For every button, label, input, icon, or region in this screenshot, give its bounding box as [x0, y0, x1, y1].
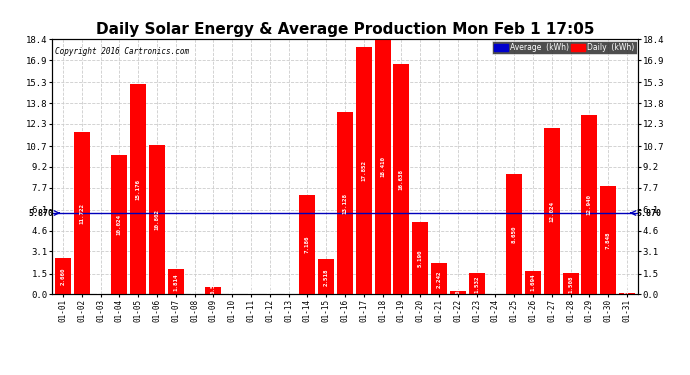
Legend: Average  (kWh), Daily  (kWh): Average (kWh), Daily (kWh) [491, 41, 637, 54]
Bar [74, 132, 90, 294]
Text: 13.128: 13.128 [342, 193, 348, 214]
Text: 12.024: 12.024 [549, 201, 554, 222]
Text: 0.000: 0.000 [267, 276, 273, 294]
Bar [506, 174, 522, 294]
Text: 5.870: 5.870 [631, 209, 662, 218]
Bar [393, 64, 409, 294]
Bar [562, 273, 579, 294]
Text: Copyright 2016 Cartronics.com: Copyright 2016 Cartronics.com [55, 47, 189, 56]
Bar [356, 47, 372, 294]
Bar [525, 271, 541, 294]
Bar [206, 286, 221, 294]
Title: Daily Solar Energy & Average Production Mon Feb 1 17:05: Daily Solar Energy & Average Production … [96, 22, 594, 37]
Text: 0.000: 0.000 [98, 276, 103, 294]
Text: 18.410: 18.410 [380, 156, 385, 177]
Text: 10.802: 10.802 [155, 209, 159, 230]
Text: 1.694: 1.694 [531, 274, 535, 291]
Bar [375, 39, 391, 294]
Bar [412, 222, 428, 294]
Text: 2.660: 2.660 [61, 267, 66, 285]
Bar [318, 260, 334, 294]
Text: 7.848: 7.848 [606, 231, 611, 249]
Bar [450, 291, 466, 294]
Text: 2.242: 2.242 [437, 270, 442, 288]
Bar [337, 112, 353, 294]
Text: 7.186: 7.186 [305, 236, 310, 254]
Bar [55, 258, 71, 294]
Text: 1.532: 1.532 [474, 275, 479, 292]
Text: 17.852: 17.852 [362, 160, 366, 181]
Text: 5.870: 5.870 [28, 209, 59, 218]
Bar [582, 115, 598, 294]
Bar [431, 263, 447, 294]
Bar [544, 128, 560, 294]
Text: 0.096: 0.096 [624, 276, 629, 294]
Text: 8.650: 8.650 [512, 226, 517, 243]
Text: 15.176: 15.176 [136, 179, 141, 200]
Text: 0.000: 0.000 [192, 276, 197, 294]
Bar [168, 269, 184, 294]
Bar [469, 273, 484, 294]
Text: 12.940: 12.940 [587, 194, 592, 215]
Bar [130, 84, 146, 294]
Bar [111, 156, 128, 294]
Text: 0.000: 0.000 [493, 276, 498, 294]
Text: 5.190: 5.190 [417, 250, 423, 267]
Text: 0.046: 0.046 [230, 276, 235, 294]
Text: 2.518: 2.518 [324, 268, 328, 286]
Bar [600, 186, 616, 294]
Text: 10.024: 10.024 [117, 214, 122, 236]
Text: 0.566: 0.566 [211, 276, 216, 294]
Text: 0.000: 0.000 [286, 276, 291, 294]
Text: 11.722: 11.722 [79, 202, 84, 223]
Text: 16.638: 16.638 [399, 169, 404, 190]
Bar [299, 195, 315, 294]
Text: 0.000: 0.000 [248, 276, 253, 294]
Text: 1.508: 1.508 [568, 275, 573, 292]
Text: 1.814: 1.814 [173, 273, 178, 291]
Bar [619, 293, 635, 294]
Text: 0.256: 0.256 [455, 276, 460, 294]
Bar [149, 145, 165, 294]
